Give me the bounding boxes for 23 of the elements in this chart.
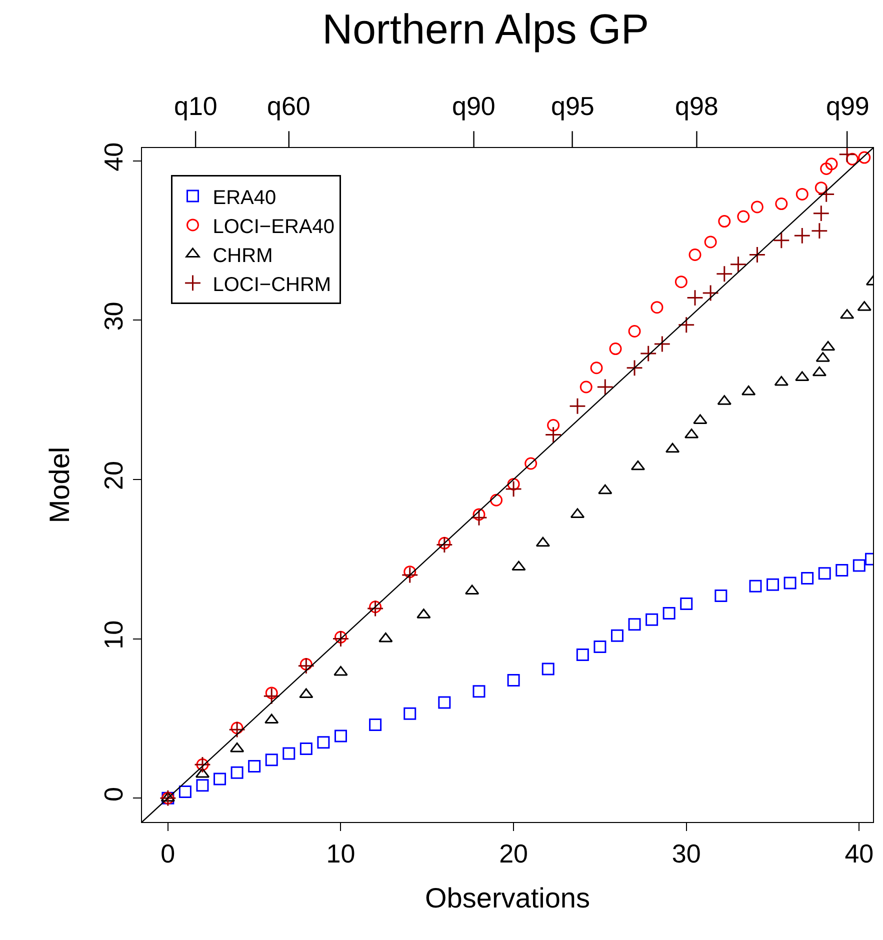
y-tick-label: 30	[98, 302, 128, 331]
ref-line-label: q10	[174, 91, 218, 121]
legend-label: CHRM	[212, 244, 273, 267]
legend-label: LOCI−CHRM	[212, 274, 332, 296]
ref-line-label: q60	[267, 91, 310, 121]
y-tick-label: 10	[98, 620, 128, 650]
x-tick-label: 0	[160, 838, 176, 868]
x-tick-label: 30	[672, 838, 701, 868]
ref-line-label: q98	[675, 91, 718, 121]
ref-line-label: q90	[452, 91, 496, 121]
y-axis-title: Model	[44, 446, 76, 524]
x-tick-label: 40	[844, 838, 874, 868]
y-tick-label: 0	[98, 786, 128, 802]
x-tick-label: 20	[499, 838, 528, 868]
legend-label: LOCI−ERA40	[212, 216, 334, 238]
ref-line-label: q95	[551, 91, 594, 121]
y-tick-label: 40	[98, 142, 128, 172]
y-tick-label: 20	[98, 461, 128, 490]
x-axis-title: Observations	[425, 882, 590, 914]
x-tick-label: 10	[326, 838, 356, 868]
chart-title: Northern Alps GP	[322, 6, 650, 52]
legend-label: ERA40	[212, 186, 276, 209]
ref-line-label: q99	[826, 91, 870, 121]
